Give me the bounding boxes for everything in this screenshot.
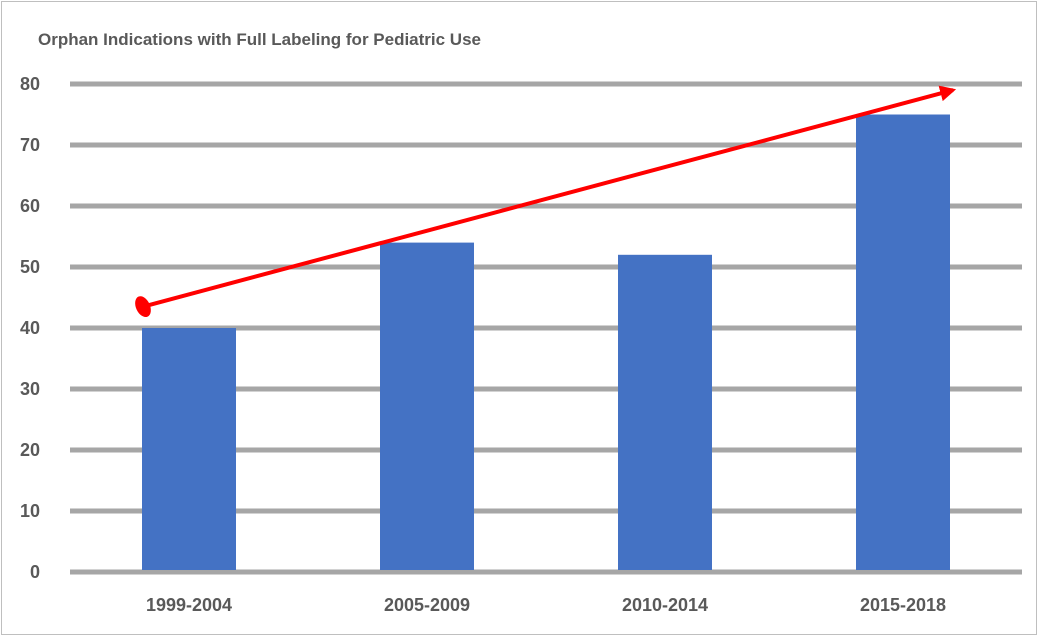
y-tick-label: 10 xyxy=(20,501,40,521)
y-tick-label: 40 xyxy=(20,318,40,338)
trend-arrow xyxy=(142,85,957,309)
y-tick-label: 50 xyxy=(20,257,40,277)
chart-title: Orphan Indications with Full Labeling fo… xyxy=(38,30,481,49)
bar xyxy=(380,242,474,570)
y-tick-label: 80 xyxy=(20,74,40,94)
y-axis-ticks: 0 10 20 30 40 50 60 70 80 xyxy=(20,74,40,582)
bar xyxy=(856,114,950,570)
y-tick-label: 70 xyxy=(20,135,40,155)
y-tick-label: 30 xyxy=(20,379,40,399)
x-axis-ticks: 1999-2004 2005-2009 2010-2014 2015-2018 xyxy=(146,595,946,615)
bar xyxy=(618,254,712,571)
x-tick-label: 2010-2014 xyxy=(622,595,708,615)
trend-arrow-tail xyxy=(135,296,151,318)
y-tick-label: 60 xyxy=(20,196,40,216)
x-tick-label: 1999-2004 xyxy=(146,595,232,615)
annotations xyxy=(135,85,957,318)
y-tick-label: 0 xyxy=(30,562,40,582)
x-tick-label: 2005-2009 xyxy=(384,595,470,615)
bars xyxy=(142,114,950,571)
bar xyxy=(142,328,236,570)
x-tick-label: 2015-2018 xyxy=(860,595,946,615)
y-tick-label: 20 xyxy=(20,440,40,460)
